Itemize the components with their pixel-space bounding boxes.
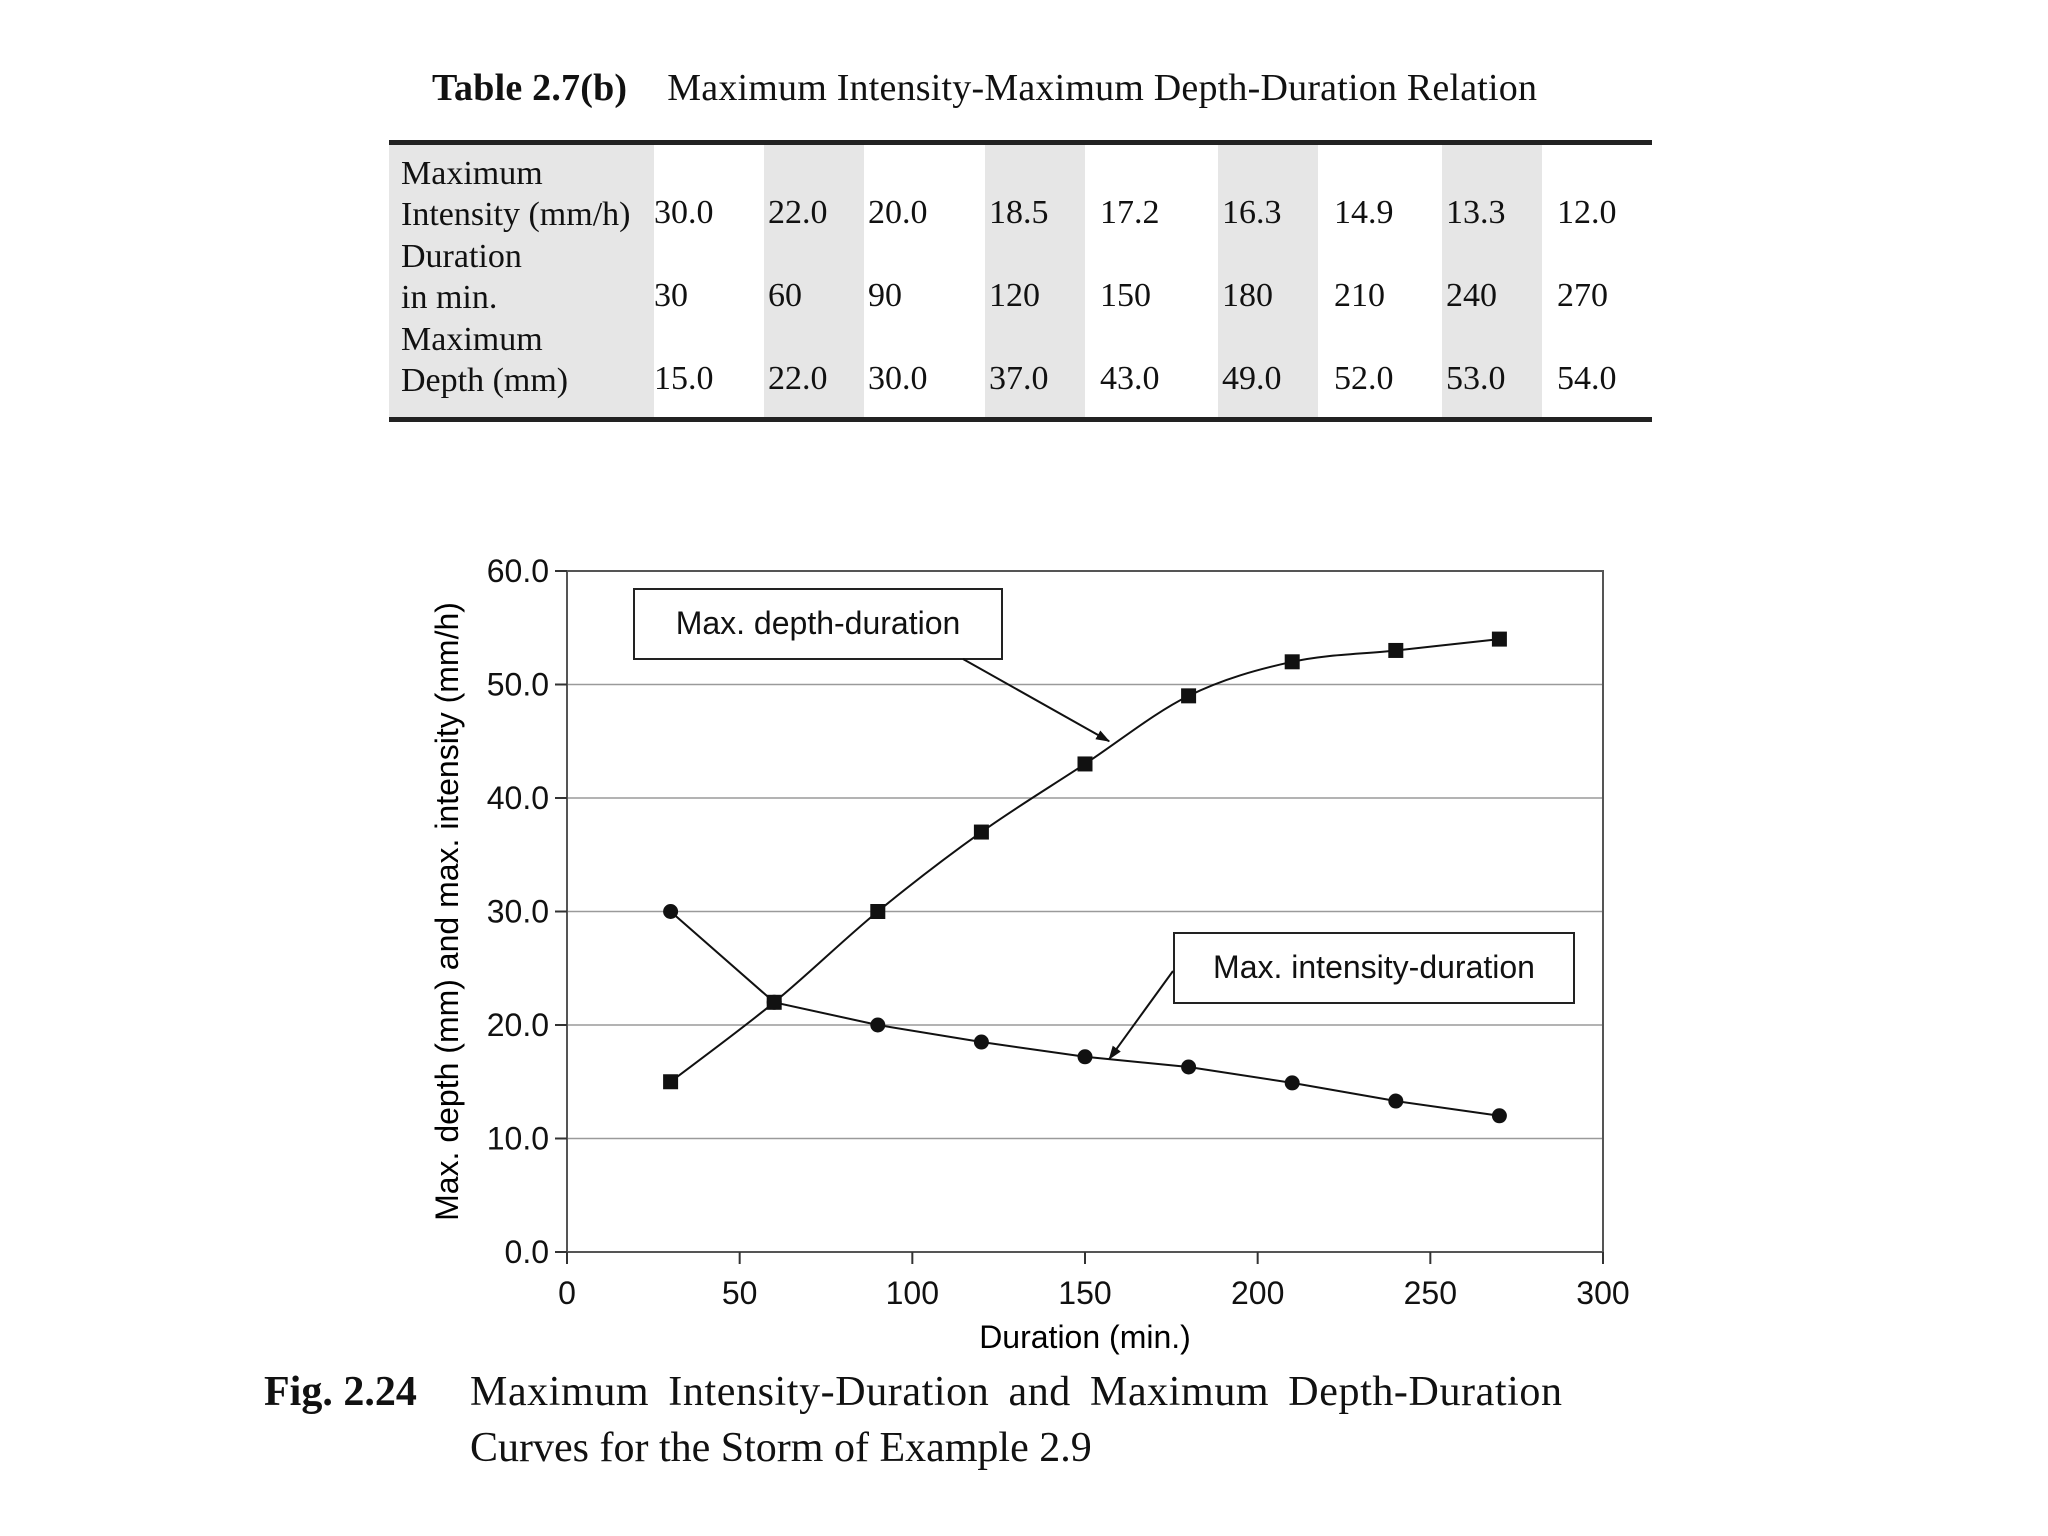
x-axis-label: Duration (min.) [979, 1319, 1191, 1355]
annotations: Max. depth-duration Max. intensity-durati… [633, 588, 1575, 1060]
data-point-circle [766, 994, 782, 1010]
axes: 0.0 10.0 20.0 30.0 40.0 50.0 60.0 0 50 100 150 200 2… [487, 553, 1630, 1311]
x-tick-label: 100 [886, 1275, 939, 1311]
data-point-circle [663, 904, 679, 919]
table-row-label: Intensity (mm/h) [401, 196, 631, 233]
table-column-shade [1218, 145, 1318, 417]
table-cell: 54.0 [1557, 360, 1617, 397]
data-point-circle [1491, 1108, 1507, 1124]
y-tick-label: 10.0 [487, 1121, 549, 1157]
callout-box [1173, 932, 1575, 1004]
table-cell: 30.0 [654, 194, 714, 231]
data-point-square [1181, 688, 1197, 704]
table-cell: 210 [1334, 277, 1385, 314]
data-point-circle [973, 1034, 989, 1050]
grid-lines [567, 683, 1603, 1140]
table-row-label: Maximum [401, 321, 543, 358]
y-tick-label: 60.0 [487, 553, 549, 589]
table-cell: 270 [1557, 277, 1608, 314]
depth-intensity-chart: 0.0 10.0 20.0 30.0 40.0 50.0 60.0 0 50 100 150 200 2… [429, 553, 1630, 1355]
table-cell: 60 [768, 277, 802, 314]
y-tick-label: 40.0 [487, 780, 549, 816]
data-table: Maximum Intensity (mm/h) 30.0 22.0 20.0 18.5 1… [389, 140, 1652, 422]
table-caption: Table 2.7(b) Maximum Intensity-Maximum De… [432, 66, 1537, 110]
x-tick-label: 200 [1231, 1275, 1284, 1311]
data-point-square [663, 1074, 679, 1090]
table-cell: 30 [654, 277, 688, 314]
table-label-column [389, 145, 654, 417]
y-tick-label: 20.0 [487, 1007, 549, 1043]
table-cell: 16.3 [1222, 194, 1282, 231]
data-point-square [1077, 756, 1093, 772]
figure-caption-line-1: Maximum Intensity-Duration and Maximum D… [470, 1369, 1563, 1415]
table-cell: 43.0 [1100, 360, 1160, 397]
table-cell: 37.0 [989, 360, 1049, 397]
table-row-label: Depth (mm) [401, 362, 569, 399]
data-point-square [1284, 654, 1300, 670]
table-cell: 15.0 [654, 360, 714, 397]
table-cell: 12.0 [1557, 194, 1617, 231]
table-cell: 14.9 [1334, 194, 1394, 231]
data-point-square [1388, 642, 1404, 658]
callout-label: Max. depth-duration [676, 605, 961, 641]
table-cell: 150 [1100, 277, 1151, 314]
data-point-circle [1388, 1093, 1404, 1109]
table-cell: 240 [1446, 277, 1497, 314]
table-column-shade [764, 145, 864, 417]
table-cell: 18.5 [989, 194, 1049, 231]
table-row-label: Duration [401, 238, 522, 275]
series-line-0 [669, 638, 1500, 1083]
table-cell: 13.3 [1446, 194, 1506, 231]
table-cell: 52.0 [1334, 360, 1394, 397]
table-row-label: Maximum [401, 155, 543, 192]
data-point-square [1491, 631, 1507, 647]
table-cell: 53.0 [1446, 360, 1506, 397]
table-cell: 90 [868, 277, 902, 314]
data-point-square [870, 904, 886, 919]
table-row-label: in min. [401, 279, 498, 316]
figure-number: Fig. 2.24 [264, 1369, 417, 1415]
table-column-shade [985, 145, 1085, 417]
y-tick-label: 0.0 [505, 1234, 549, 1270]
data-point-circle [1077, 1049, 1093, 1065]
x-tick-label: 150 [1058, 1275, 1111, 1311]
table-cell: 180 [1222, 277, 1273, 314]
x-tick-label: 300 [1576, 1275, 1629, 1311]
data-point-circle [1181, 1059, 1197, 1075]
y-axis-label: Max. depth (mm) and max. intensity (mm/h… [429, 602, 465, 1221]
figure-caption-line-2: Curves for the Storm of Example 2.9 [470, 1425, 1092, 1471]
callout-label: Max. intensity-duration [1213, 949, 1535, 985]
table-number: Table 2.7(b) [432, 67, 628, 109]
callout-arrow [1108, 970, 1174, 1060]
table-cell: 49.0 [1222, 360, 1282, 397]
table-cell: 20.0 [868, 194, 928, 231]
callout-box [633, 588, 1003, 660]
data-point-square [973, 824, 989, 840]
table-cell: 22.0 [768, 360, 828, 397]
table-cell: 120 [989, 277, 1040, 314]
x-tick-label: 0 [558, 1275, 576, 1311]
y-tick-label: 50.0 [487, 667, 549, 703]
table-column-shade [1442, 145, 1542, 417]
x-tick-label: 50 [722, 1275, 758, 1311]
y-tick-label: 30.0 [487, 894, 549, 930]
series-layer [663, 631, 1507, 1124]
table-title: Maximum Intensity-Maximum Depth-Duration… [667, 67, 1538, 109]
table-cell: 22.0 [768, 194, 828, 231]
callout-arrow [962, 658, 1111, 743]
table-cell: 30.0 [868, 360, 928, 397]
x-tick-label: 250 [1404, 1275, 1457, 1311]
data-point-circle [870, 1017, 886, 1033]
data-point-circle [1284, 1075, 1300, 1091]
table-cell: 17.2 [1100, 194, 1160, 231]
